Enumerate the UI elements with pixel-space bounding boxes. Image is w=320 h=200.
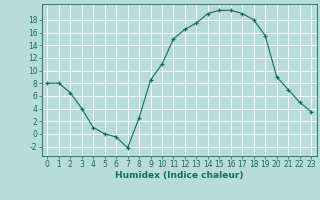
X-axis label: Humidex (Indice chaleur): Humidex (Indice chaleur) — [115, 171, 244, 180]
